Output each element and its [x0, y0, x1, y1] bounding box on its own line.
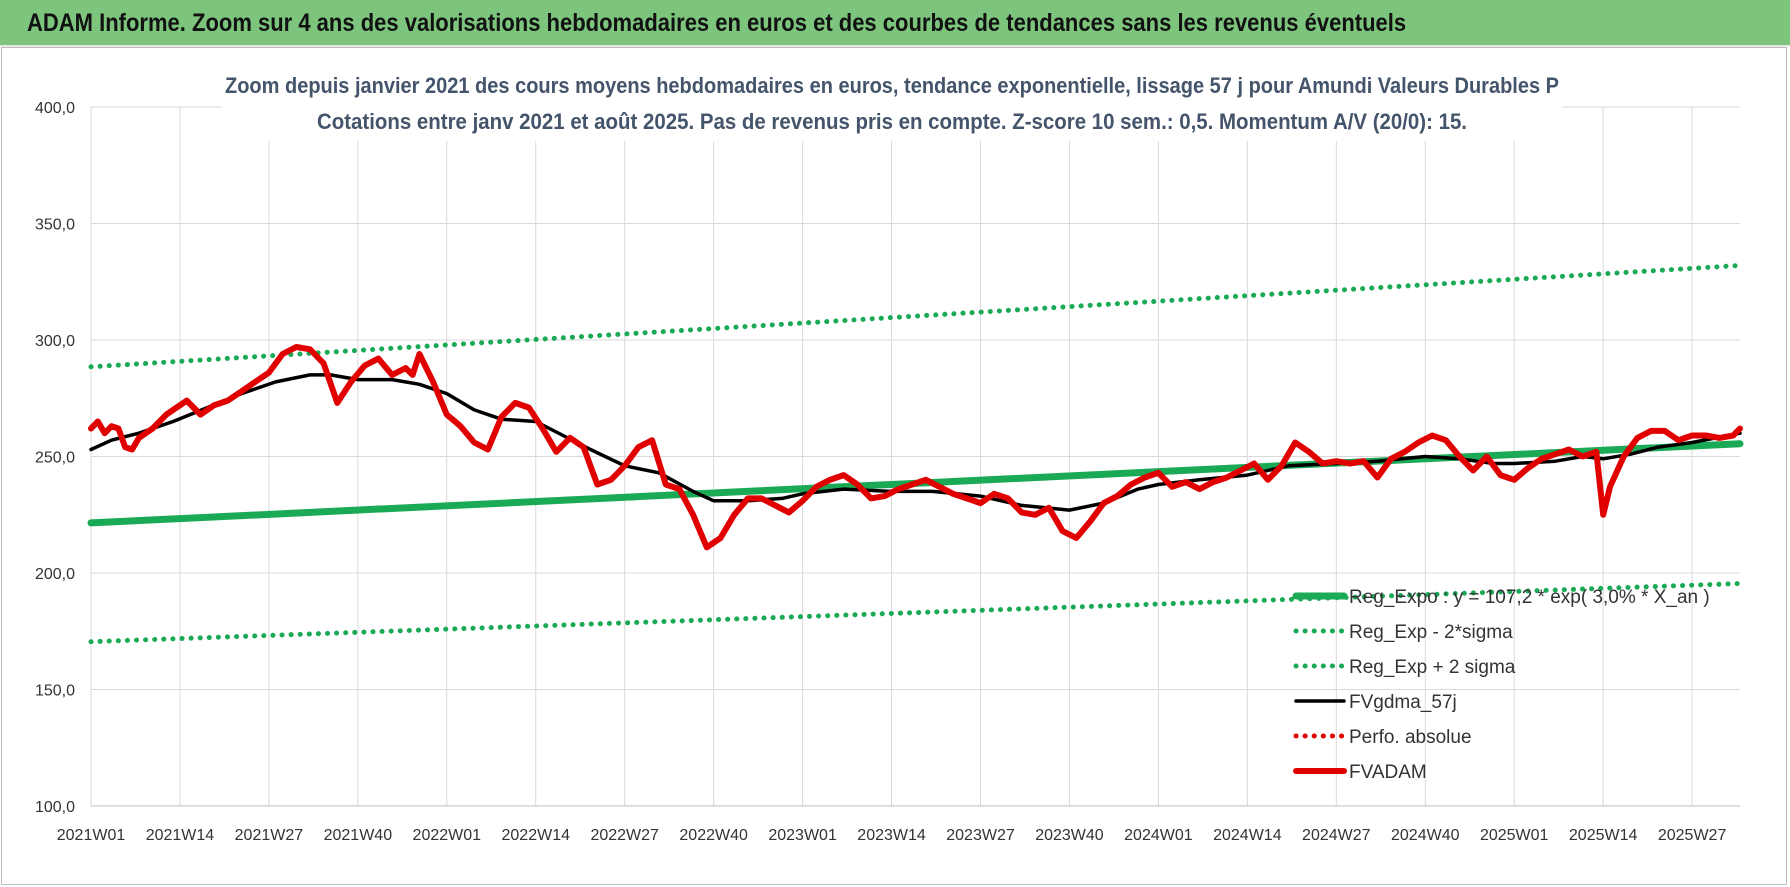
x-tick-label: 2024W01 [1124, 827, 1193, 844]
y-tick-label: 250,0 [35, 450, 75, 467]
series-line-reg-exp-2-sigma [88, 262, 1743, 370]
x-tick-label: 2025W14 [1569, 827, 1638, 844]
y-tick-label: 300,0 [35, 333, 75, 350]
x-tick-label: 2023W27 [946, 827, 1015, 844]
report-title: ADAM Informe. Zoom sur 4 ans des valoris… [27, 9, 1407, 37]
x-axis-tick-labels: 2021W01 2021W14 2021W27 2021W40 2022W01 2022W… [57, 827, 1727, 844]
x-tick-label: 2023W40 [1035, 827, 1104, 844]
y-tick-label: 400,0 [35, 100, 75, 117]
x-tick-label: 2022W27 [590, 827, 659, 844]
legend: Reg_Expo : y = 107,2 * exp( 3,0% * X_an … [1292, 587, 1710, 783]
series-line-fvgdma-57j [89, 373, 1742, 512]
report-banner: ADAM Informe. Zoom sur 4 ans des valoris… [0, 0, 1790, 47]
x-tick-label: 2022W14 [502, 827, 571, 844]
y-tick-label: 200,0 [35, 566, 75, 583]
chart-subtitle: Cotations entre janv 2021 et août 2025. … [317, 109, 1467, 134]
x-tick-label: 2025W27 [1658, 827, 1727, 844]
y-axis-tick-labels: 100,0 150,0 200,0 250,0 300,0 350,0 400,0 [35, 100, 75, 816]
series-lines [87, 262, 1744, 645]
x-tick-label: 2024W40 [1391, 827, 1460, 844]
x-tick-label: 2022W01 [413, 827, 482, 844]
x-tick-label: 2021W40 [324, 827, 393, 844]
x-tick-label: 2023W01 [768, 827, 837, 844]
legend-label: Reg_Expo : y = 107,2 * exp( 3,0% * X_an … [1349, 587, 1710, 608]
legend-label: Perfo. absolue [1349, 727, 1472, 748]
series-line-reg-exp-2-sigma [88, 581, 1743, 645]
y-tick-label: 350,0 [35, 217, 75, 234]
chart-frame [1, 47, 1787, 885]
x-tick-label: 2024W14 [1213, 827, 1282, 844]
legend-label: FVADAM [1349, 762, 1427, 783]
series-line-fvadam [88, 344, 1743, 551]
x-tick-label: 2024W27 [1302, 827, 1371, 844]
x-tick-label: 2021W27 [235, 827, 304, 844]
x-tick-label: 2023W14 [857, 827, 926, 844]
legend-label: Reg_Exp + 2 sigma [1349, 657, 1516, 678]
y-tick-label: 100,0 [35, 799, 75, 816]
x-tick-label: 2021W01 [57, 827, 126, 844]
legend-label: FVgdma_57j [1349, 692, 1457, 713]
x-tick-label: 2025W01 [1480, 827, 1549, 844]
y-tick-label: 150,0 [35, 683, 75, 700]
legend-label: Reg_Exp - 2*sigma [1349, 622, 1513, 643]
x-tick-label: 2022W40 [679, 827, 748, 844]
chart-title: Zoom depuis janvier 2021 des cours moyen… [225, 73, 1559, 98]
title-background [222, 67, 1562, 141]
x-tick-label: 2021W14 [146, 827, 215, 844]
